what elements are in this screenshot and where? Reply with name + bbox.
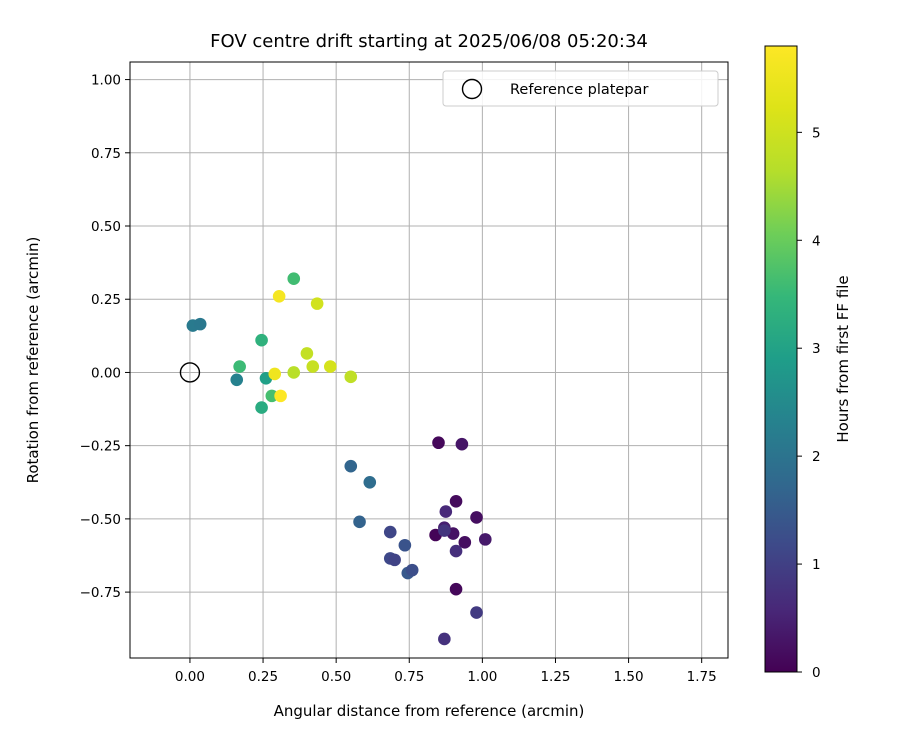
data-point (438, 632, 451, 646)
x-tick-label: 1.75 (687, 669, 717, 685)
data-point (388, 553, 401, 567)
colorbar-gradient (765, 46, 797, 672)
data-point (230, 373, 244, 387)
colorbar-tick-label: 3 (812, 341, 821, 357)
plot-frame (129, 61, 729, 659)
reference-marker (179, 362, 201, 383)
x-tick-label: 1.25 (540, 669, 570, 685)
data-point (449, 495, 463, 508)
data-point (363, 475, 377, 489)
data-point (306, 360, 320, 373)
legend: Reference platepar (442, 70, 719, 107)
colorbar-ticks: 0 1 2 3 4 5 (797, 125, 821, 681)
data-point (470, 511, 483, 524)
legend-marker (461, 78, 483, 100)
colorbar-tick-label: 4 (812, 233, 821, 249)
x-axis-label: Angular distance from reference (arcmin) (274, 702, 585, 720)
colorbar-tick-label: 1 (812, 557, 821, 573)
y-tick-label: 0.25 (91, 292, 121, 308)
x-axis-ticks: 0.00 0.25 0.50 0.75 1.00 1.25 1.50 1.75 (175, 658, 717, 685)
data-point (287, 366, 301, 379)
data-point (255, 401, 268, 414)
colorbar-tick-label: 2 (812, 449, 821, 465)
colorbar-tick-label: 0 (812, 665, 821, 681)
grid (130, 62, 728, 658)
y-tick-label: −0.50 (80, 512, 121, 528)
data-point (458, 536, 472, 549)
data-point (310, 297, 324, 310)
data-point (300, 347, 314, 360)
colorbar-label: Hours from first FF file (834, 275, 852, 442)
data-point (478, 533, 492, 546)
colorbar: 0 1 2 3 4 5 Hours from first FF file (764, 45, 852, 681)
colorbar-tick-label: 5 (812, 125, 821, 141)
data-point (383, 525, 397, 539)
data-point (272, 289, 286, 303)
data-point (438, 524, 451, 537)
x-tick-label: 0.75 (394, 669, 424, 685)
reference-marker-group (179, 362, 201, 383)
data-point (439, 505, 453, 518)
y-tick-label: 1.00 (91, 73, 121, 89)
y-tick-label: 0.00 (91, 365, 121, 381)
data-point (255, 333, 268, 347)
y-tick-label: −0.25 (80, 439, 121, 455)
chart-title: FOV centre drift starting at 2025/06/08 … (210, 31, 648, 52)
data-point (344, 459, 358, 473)
data-point (274, 389, 287, 403)
data-point (233, 360, 246, 373)
data-point (449, 582, 463, 596)
data-point (455, 437, 469, 451)
x-tick-label: 0.25 (248, 669, 278, 685)
data-point (268, 367, 282, 381)
x-tick-label: 1.50 (614, 669, 644, 685)
data-point (353, 515, 366, 529)
colorbar-frame (764, 45, 798, 673)
x-tick-label: 0.00 (175, 669, 205, 685)
data-point (324, 360, 337, 373)
scatter-points (186, 272, 492, 646)
legend-box (442, 70, 719, 107)
data-point (193, 317, 207, 331)
x-tick-label: 0.50 (321, 669, 351, 685)
data-point (265, 389, 279, 403)
y-tick-label: 0.50 (91, 219, 121, 235)
y-tick-label: −0.75 (80, 585, 121, 601)
y-axis-ticks: −0.75 −0.50 −0.25 0.00 0.25 0.50 0.75 1.00 (80, 73, 130, 601)
y-axis-label: Rotation from reference (arcmin) (24, 237, 42, 484)
data-point (287, 272, 301, 286)
data-point (432, 436, 445, 450)
legend-label: Reference platepar (510, 82, 648, 98)
data-point (398, 538, 412, 552)
data-point (470, 606, 483, 619)
x-tick-label: 1.00 (467, 669, 497, 685)
data-point (405, 563, 419, 577)
data-point (344, 370, 358, 384)
y-tick-label: 0.75 (91, 146, 121, 162)
data-point (449, 544, 463, 558)
